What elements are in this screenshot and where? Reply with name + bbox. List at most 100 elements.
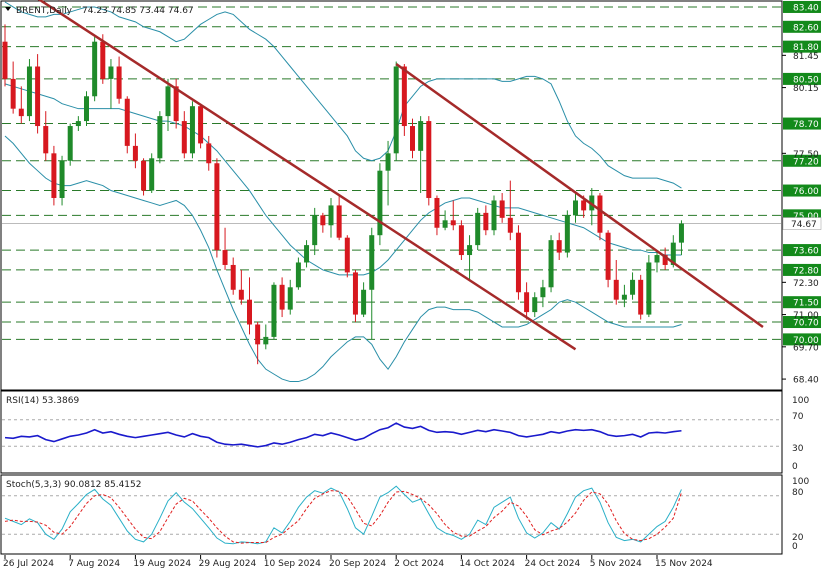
candlestick[interactable]	[369, 227, 375, 340]
candlestick[interactable]	[418, 116, 424, 194]
candlestick[interactable]	[475, 207, 481, 251]
candlestick[interactable]	[165, 78, 171, 131]
candlestick[interactable]	[662, 247, 668, 270]
candlestick[interactable]	[393, 61, 399, 161]
candlestick[interactable]	[132, 133, 138, 169]
candlestick[interactable]	[605, 230, 611, 288]
candlestick[interactable]	[100, 34, 106, 84]
candlestick[interactable]	[426, 116, 432, 206]
chart-symbol-label: BRENT,Daily	[16, 6, 73, 16]
stoch-signal-line	[4, 490, 682, 544]
candlestick[interactable]	[638, 274, 644, 320]
chart-ohlc-values: 74.23 74.85 73.44 74.67	[82, 6, 194, 16]
candlestick[interactable]	[263, 324, 269, 350]
candlestick[interactable]	[255, 322, 261, 365]
candlestick[interactable]	[524, 282, 530, 320]
candlestick[interactable]	[238, 269, 244, 305]
candlestick[interactable]	[26, 59, 32, 122]
candlestick[interactable]	[458, 220, 464, 260]
candlestick[interactable]	[18, 86, 24, 124]
x-axis-date-label: 26 Jul 2024	[3, 559, 54, 569]
bollinger-lower-band	[4, 135, 682, 383]
candlestick[interactable]	[630, 272, 636, 300]
candlestick[interactable]	[328, 197, 334, 238]
candlestick[interactable]	[116, 56, 122, 104]
candlestick[interactable]	[84, 91, 89, 127]
candlestick[interactable]	[573, 193, 578, 223]
candlestick[interactable]	[556, 232, 562, 260]
candlestick[interactable]	[654, 250, 660, 273]
candlestick[interactable]	[189, 101, 195, 159]
candlestick[interactable]	[352, 269, 358, 323]
candlestick[interactable]	[312, 207, 318, 256]
candlestick[interactable]	[67, 123, 73, 166]
candlestick[interactable]	[336, 195, 342, 241]
price-level-label: 70.70	[783, 316, 821, 329]
svg-text:70.00: 70.00	[793, 336, 819, 346]
candlestick[interactable]	[295, 257, 301, 290]
candlestick[interactable]	[157, 111, 163, 164]
candlestick[interactable]	[198, 103, 204, 149]
candlestick[interactable]	[10, 61, 16, 114]
candlestick[interactable]	[515, 225, 521, 300]
price-level-label: 76.00	[783, 184, 821, 197]
candlestick[interactable]	[141, 158, 147, 196]
candlestick[interactable]	[35, 54, 41, 134]
candlestick[interactable]	[442, 210, 448, 231]
candlestick[interactable]	[597, 193, 603, 241]
candlestick[interactable]	[51, 145, 57, 206]
candlestick[interactable]	[377, 163, 383, 246]
candlestick[interactable]	[410, 118, 415, 159]
candlestick[interactable]	[678, 220, 684, 256]
candlestick[interactable]	[344, 235, 350, 278]
candlestick[interactable]	[287, 279, 293, 315]
candlestick[interactable]	[206, 135, 212, 171]
price-level-label: 77.20	[783, 154, 821, 167]
y-tick-label: 68.40	[793, 376, 819, 386]
candlestick[interactable]	[181, 111, 187, 159]
stoch-indicator-label: Stoch(5,3,3) 90.0812 85.4152	[6, 480, 141, 490]
candlestick[interactable]	[548, 235, 554, 293]
candlestick[interactable]	[108, 59, 114, 109]
candlestick[interactable]	[564, 210, 570, 258]
candlestick[interactable]	[279, 277, 285, 318]
candlestick[interactable]	[507, 180, 513, 241]
candlestick[interactable]	[532, 292, 538, 318]
candlestick[interactable]	[467, 235, 473, 280]
trendline[interactable]	[395, 63, 764, 328]
candlestick[interactable]	[92, 36, 98, 102]
y-tick-label: 69.70	[793, 343, 819, 353]
price-level-label: 71.50	[783, 296, 821, 309]
candlestick[interactable]	[646, 255, 652, 318]
candlestick[interactable]	[222, 227, 228, 270]
candlestick[interactable]	[613, 260, 619, 305]
candlestick[interactable]	[621, 284, 627, 308]
candlestick[interactable]	[230, 257, 236, 295]
candlestick[interactable]	[483, 205, 489, 236]
candlestick[interactable]	[540, 279, 546, 308]
candlestick[interactable]	[173, 78, 179, 129]
candlestick[interactable]	[43, 111, 49, 161]
candlestick[interactable]	[385, 140, 391, 206]
trendline[interactable]	[5, 0, 577, 351]
candlestick[interactable]	[434, 195, 440, 236]
candlestick[interactable]	[304, 240, 310, 268]
candlestick[interactable]	[401, 64, 407, 136]
candlestick[interactable]	[59, 155, 65, 206]
candlestick[interactable]	[149, 153, 155, 194]
candlestick[interactable]	[214, 158, 220, 258]
candlestick[interactable]	[247, 277, 252, 335]
candlestick[interactable]	[124, 96, 130, 154]
candlestick[interactable]	[361, 282, 367, 318]
candlestick[interactable]	[2, 24, 8, 87]
candlestick[interactable]	[491, 195, 497, 236]
candlestick[interactable]	[320, 212, 326, 233]
symbol-dropdown-icon[interactable]	[5, 7, 11, 11]
candlestick[interactable]	[499, 193, 505, 223]
candlestick[interactable]	[75, 116, 81, 131]
candlestick[interactable]	[271, 282, 277, 340]
candlestick[interactable]	[450, 200, 456, 231]
svg-text:82.60: 82.60	[793, 23, 819, 33]
stoch-level-100: 100	[792, 477, 809, 487]
